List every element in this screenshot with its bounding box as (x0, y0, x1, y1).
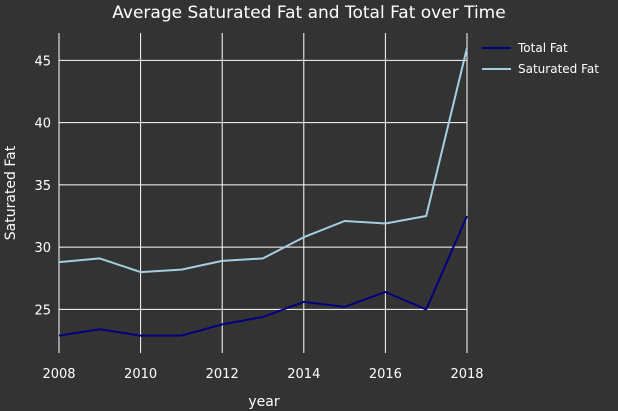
y-tick-label: 35 (34, 179, 51, 194)
legend: Total Fat Saturated Fat (482, 41, 599, 76)
y-tick-label: 40 (34, 117, 51, 132)
x-tick-label: 2010 (124, 367, 157, 382)
chart-title: Average Saturated Fat and Total Fat over… (112, 3, 505, 23)
x-tick-label: 2012 (206, 367, 239, 382)
x-tick-label: 2008 (42, 367, 75, 382)
series-line-total-fat (58, 215, 468, 337)
y-tick-label: 30 (34, 241, 51, 256)
y-tick-label: 25 (34, 303, 51, 318)
y-tick-label: 45 (34, 54, 51, 69)
legend-label-total-fat: Total Fat (517, 41, 568, 55)
plot-area: 2008 2010 2012 2014 2016 2018 25 30 35 40 45 (34, 33, 484, 382)
x-tick-label: 2014 (287, 367, 320, 382)
series-line-saturated-fat (58, 47, 468, 274)
x-tick-label: 2018 (450, 367, 483, 382)
x-tick-label: 2016 (369, 367, 402, 382)
legend-label-saturated-fat: Saturated Fat (518, 62, 599, 76)
y-axis-title: Saturated Fat (3, 145, 19, 240)
x-axis-title: year (248, 394, 279, 410)
